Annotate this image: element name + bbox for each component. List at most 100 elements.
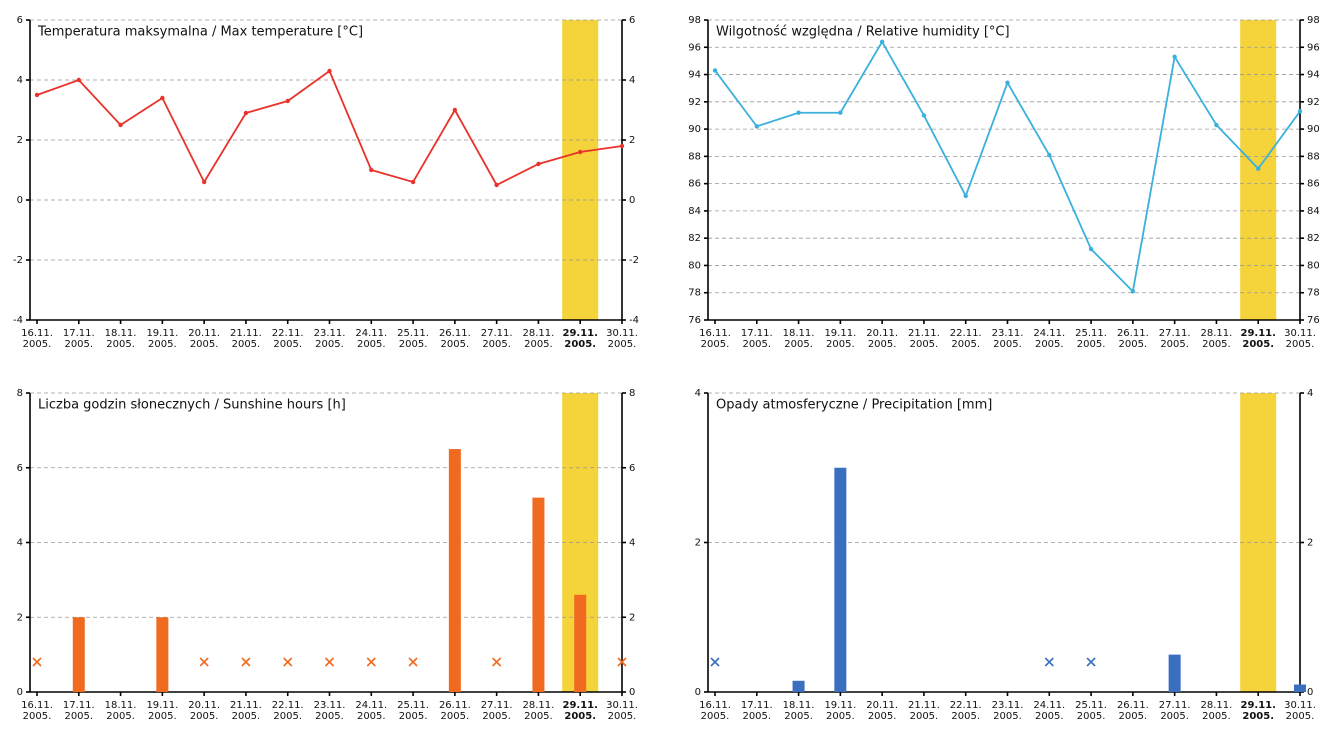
- x-tick-label: 28.11.: [523, 700, 555, 711]
- data-point: [369, 167, 374, 173]
- x-tick-label: 24.11.: [1033, 328, 1065, 339]
- bar: [1168, 654, 1181, 692]
- data-point: [712, 68, 718, 73]
- missing-marker: [199, 657, 209, 667]
- x-tick-label: 23.11.: [314, 328, 346, 339]
- x-tick-label: 2005.: [106, 339, 135, 350]
- x-tick-label: 2005.: [701, 339, 730, 350]
- x-tick-label: 2005.: [993, 711, 1022, 722]
- y-tick-label: 2: [695, 538, 701, 549]
- x-tick-label: 2005.: [608, 339, 637, 350]
- x-tick-label: 2005.: [357, 711, 386, 722]
- chart-panel: 76 76 78 78 80 80 82 82 84 84 86 86 88 88 90 90 92 92 94 94…: [688, 15, 1319, 350]
- x-tick-label: 16.11.: [699, 700, 731, 711]
- x-tick-label: 2005.: [951, 339, 980, 350]
- x-tick-label: 20.11.: [188, 700, 220, 711]
- y-tick-label: 2: [17, 612, 23, 623]
- data-point: [1256, 166, 1261, 171]
- x-tick-label: 2005.: [951, 711, 980, 722]
- x-tick-label: 2005.: [701, 711, 730, 722]
- chart-panel: 0 0 2 2 4 4 Opady atmosferyczne / Precipitatio…: [695, 388, 1316, 722]
- x-tick-label: 2005.: [608, 711, 637, 722]
- y-tick-label: -2: [13, 255, 23, 266]
- data-point: [494, 182, 499, 188]
- y2-tick-label: 76: [1307, 315, 1320, 326]
- chart-title: Opady atmosferyczne / Precipitation [mm]: [716, 398, 992, 413]
- x-tick-label: 2005.: [64, 711, 93, 722]
- x-tick-label: 2005.: [357, 339, 386, 350]
- y2-tick-label: 0: [1307, 687, 1313, 698]
- x-tick-label: 2005.: [564, 711, 596, 722]
- x-tick-label: 20.11.: [188, 328, 220, 339]
- x-tick-label: 2005.: [910, 339, 939, 350]
- y-tick-label: 8: [17, 388, 23, 399]
- x-tick-label: 19.11.: [824, 700, 856, 711]
- data-point: [243, 110, 249, 116]
- x-tick-label: 2005.: [1035, 339, 1064, 350]
- y2-tick-label: 4: [629, 538, 635, 549]
- y2-tick-label: 4: [1307, 388, 1313, 399]
- data-point: [1005, 80, 1010, 85]
- x-tick-label: 22.11.: [272, 328, 304, 339]
- x-tick-label: 27.11.: [1159, 700, 1191, 711]
- x-tick-label: 25.11.: [397, 700, 429, 711]
- x-tick-label: 21.11.: [230, 700, 262, 711]
- y-tick-label: -4: [13, 315, 23, 326]
- x-tick-label: 2005.: [1286, 711, 1315, 722]
- missing-marker: [492, 657, 502, 667]
- data-point: [921, 113, 927, 118]
- x-tick-label: 18.11.: [783, 328, 815, 339]
- x-tick-label: 17.11.: [63, 328, 95, 339]
- data-point: [536, 161, 541, 167]
- x-tick-label: 2005.: [1202, 339, 1231, 350]
- y-tick-label: 88: [688, 151, 701, 162]
- y2-tick-label: 2: [629, 612, 635, 623]
- bar: [792, 680, 805, 692]
- x-tick-label: 16.11.: [21, 700, 53, 711]
- x-tick-label: 2005.: [482, 339, 511, 350]
- x-tick-label: 2005.: [564, 339, 596, 350]
- x-tick-label: 29.11.: [1240, 700, 1275, 711]
- x-tick-label: 29.11.: [1240, 328, 1275, 339]
- bar: [72, 617, 85, 692]
- x-tick-label: 2005.: [190, 339, 219, 350]
- x-tick-label: 2005.: [1242, 711, 1274, 722]
- x-tick-label: 19.11.: [824, 328, 856, 339]
- x-tick-label: 2005.: [1077, 711, 1106, 722]
- y-tick-label: 4: [695, 388, 701, 399]
- x-tick-label: 2005.: [742, 339, 771, 350]
- x-tick-label: 2005.: [148, 711, 177, 722]
- data-point: [160, 95, 165, 101]
- x-tick-label: 30.11.: [606, 328, 638, 339]
- x-tick-label: 30.11.: [606, 700, 638, 711]
- data-point: [1214, 122, 1219, 128]
- bar: [156, 617, 169, 692]
- x-tick-label: 27.11.: [481, 328, 513, 339]
- missing-marker: [241, 657, 251, 667]
- x-tick-label: 2005.: [826, 711, 855, 722]
- y-tick-label: 90: [688, 124, 701, 135]
- y2-tick-label: 78: [1307, 288, 1320, 299]
- y-tick-label: 96: [688, 42, 701, 53]
- y-tick-label: 0: [695, 687, 701, 698]
- y2-tick-label: 6: [629, 15, 635, 26]
- x-tick-label: 19.11.: [146, 700, 178, 711]
- x-tick-label: 27.11.: [481, 700, 513, 711]
- x-tick-label: 2005.: [1119, 711, 1148, 722]
- x-tick-label: 23.11.: [314, 700, 346, 711]
- chart-title: Wilgotność względna / Relative humidity …: [716, 25, 1010, 40]
- x-tick-label: 28.11.: [523, 328, 555, 339]
- bar: [574, 594, 587, 692]
- x-tick-label: 17.11.: [63, 700, 95, 711]
- x-tick-label: 2005.: [106, 711, 135, 722]
- y2-tick-label: 8: [629, 388, 635, 399]
- y2-tick-label: 88: [1307, 151, 1320, 162]
- data-point: [327, 68, 332, 74]
- x-tick-label: 2005.: [441, 711, 470, 722]
- x-tick-label: 2005.: [1035, 711, 1064, 722]
- y-tick-label: 2: [17, 135, 23, 146]
- x-tick-label: 2005.: [1077, 339, 1106, 350]
- bar: [834, 467, 847, 692]
- y2-tick-label: 0: [629, 195, 635, 206]
